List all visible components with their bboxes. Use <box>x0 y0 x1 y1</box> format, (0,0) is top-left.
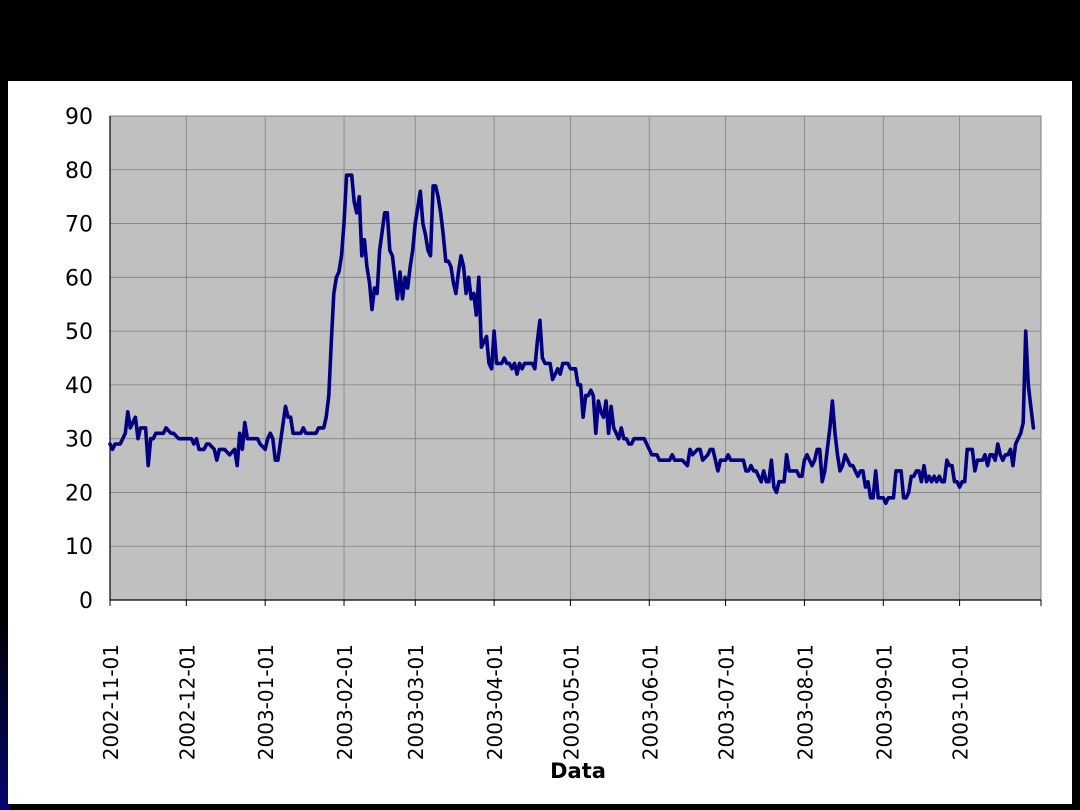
y-tick-label: 40 <box>65 374 93 399</box>
x-tick-label: 2003-07-01 <box>715 644 739 760</box>
y-tick-label: 50 <box>65 320 93 345</box>
x-tick-label: 2002-12-01 <box>175 644 199 760</box>
slide-background-gradient <box>0 560 10 810</box>
x-tick-label: 2003-01-01 <box>254 644 278 760</box>
x-tick-label: 2003-06-01 <box>638 644 662 760</box>
y-tick-label: 90 <box>65 105 93 130</box>
gridlines <box>110 115 1041 600</box>
x-tick-label: 2003-10-01 <box>949 644 973 760</box>
y-tick-label: 0 <box>79 589 93 614</box>
y-tick-label: 30 <box>65 428 93 453</box>
x-tick-label: 2003-03-01 <box>404 644 428 760</box>
x-tick-label: 2003-09-01 <box>872 644 896 760</box>
x-tick-label: 2002-11-01 <box>99 644 123 760</box>
x-tick-label: 2003-02-01 <box>333 644 357 760</box>
x-tick-label: 2003-05-01 <box>559 644 583 760</box>
x-tick-label: 2003-04-01 <box>483 644 507 760</box>
y-axis-title: (R$) <box>13 341 37 391</box>
plot-area <box>109 115 1042 601</box>
y-tick-label: 60 <box>65 266 93 291</box>
y-tick-label: 20 <box>65 481 93 506</box>
axis-labels: 0 10 20 30 40 50 60 70 80 90 2002-11-01 2002-12-01 2… <box>13 105 973 783</box>
y-tick-label: 80 <box>65 159 93 184</box>
x-tick-label: 2003-08-01 <box>793 644 817 760</box>
y-tick-label: 70 <box>65 213 93 238</box>
series-line <box>108 173 1036 505</box>
axes <box>109 116 1042 606</box>
series-group <box>108 173 1036 505</box>
y-tick-label: 10 <box>65 535 93 560</box>
x-axis-title: Data <box>550 759 606 783</box>
